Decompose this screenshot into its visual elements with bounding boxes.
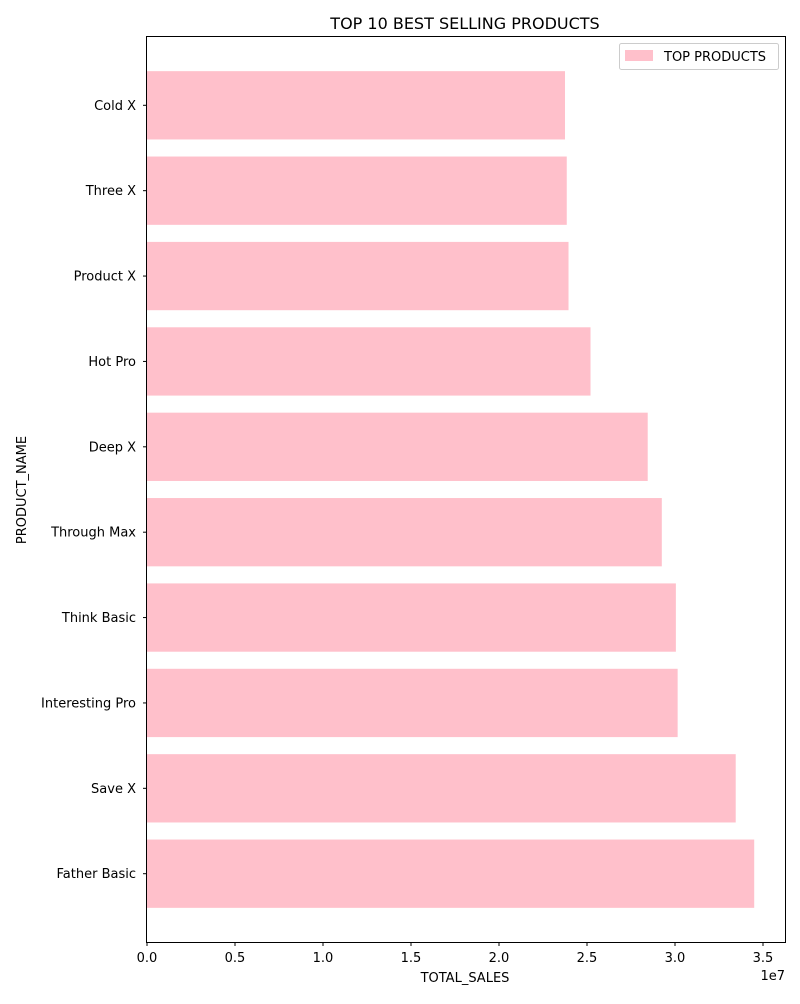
y-axis-ticks: Father Basic Save X Interesting Pro Think B… [41, 99, 147, 882]
legend: TOP PRODUCTS [619, 43, 779, 70]
plot-frame [146, 36, 786, 943]
x-axis-scale-label: 1e7 [760, 969, 785, 984]
x-tick-label: 0.0 [137, 951, 158, 966]
legend-label: TOP PRODUCTS [663, 50, 766, 65]
legend-swatch [625, 50, 653, 61]
y-tick-label: Three X [85, 184, 136, 199]
legend-frame [619, 43, 779, 70]
y-tick-label: Through Max [50, 526, 136, 541]
y-tick-label: Think Basic [61, 611, 136, 626]
x-tick-label: 1.5 [401, 951, 422, 966]
bar-interesting-pro [147, 668, 678, 738]
bar-save-x [147, 754, 736, 823]
x-tick-label: 1.0 [313, 951, 334, 966]
bar-cold-x [147, 71, 565, 140]
bar-through-max [147, 498, 662, 567]
y-tick-label: Product X [74, 270, 136, 285]
chart-title: TOP 10 BEST SELLING PRODUCTS [329, 14, 599, 33]
y-tick-label: Hot Pro [88, 355, 136, 370]
y-tick-label: Save X [91, 782, 136, 797]
y-tick-label: Interesting Pro [41, 696, 136, 711]
bar-deep-x [147, 412, 648, 481]
y-tick-label: Deep X [89, 440, 136, 455]
x-axis-ticks: 0.0 0.5 1.0 1.5 2.0 2.5 3.0 3.5 [137, 942, 774, 966]
x-tick-label: 3.0 [665, 951, 686, 966]
y-tick-label: Cold X [94, 99, 136, 114]
y-tick-label: Father Basic [57, 867, 136, 882]
x-axis-label: TOTAL_SALES [420, 971, 510, 986]
bar-three-x [147, 156, 567, 225]
y-axis-label: PRODUCT_NAME [15, 436, 30, 544]
bars-group [147, 71, 755, 908]
x-tick-label: 3.5 [753, 951, 774, 966]
x-tick-label: 2.5 [577, 951, 598, 966]
x-tick-label: 0.5 [225, 951, 246, 966]
bar-think-basic [147, 583, 676, 652]
bar-father-basic [147, 839, 755, 908]
bar-product-x [147, 241, 569, 311]
bar-hot-pro [147, 327, 591, 396]
x-tick-label: 2.0 [489, 951, 510, 966]
